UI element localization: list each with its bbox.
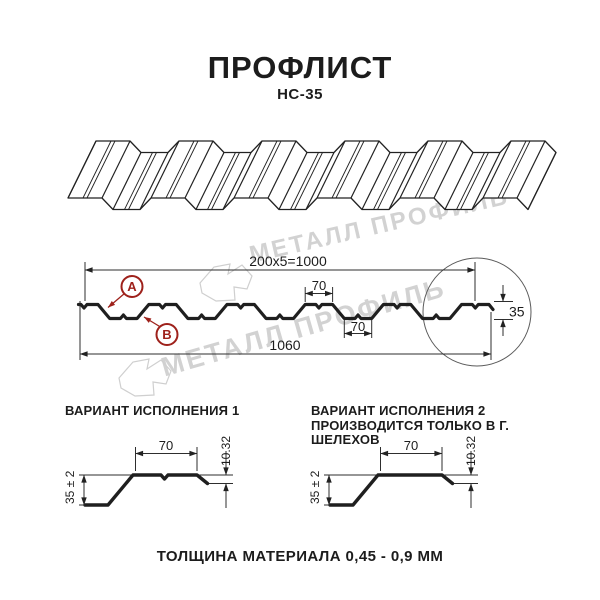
dim-rib-bottom bbox=[343, 320, 373, 338]
variant-1-dim-top-label: 70 bbox=[159, 438, 173, 453]
variant-1-dims bbox=[79, 447, 233, 508]
variant-2-heading: ВАРИАНТ ИСПОЛНЕНИЯ 2 ПРОИЗВОДИТСЯ ТОЛЬКО… bbox=[311, 403, 561, 448]
metall-profil-logo-watermark bbox=[118, 358, 172, 397]
variant-2-drawing: 70 10.32 35 ± 2 bbox=[308, 436, 478, 508]
dim-total-width-label: 1060 bbox=[269, 337, 300, 353]
callout-b-circle bbox=[155, 323, 179, 346]
dim-useful-width bbox=[84, 262, 476, 301]
dim-useful-width-label: 200x5=1000 bbox=[249, 253, 327, 269]
detail-zoom-circle bbox=[422, 257, 532, 367]
variant-2-heading-line2: ПРОИЗВОДИТСЯ ТОЛЬКО В Г. ШЕЛЕХОВ bbox=[311, 417, 510, 447]
profile-code: НС-35 bbox=[277, 86, 323, 103]
variant-2-heading-line1: ВАРИАНТ ИСПОЛНЕНИЯ 2 bbox=[311, 403, 486, 418]
callout-a-label: А bbox=[127, 279, 137, 294]
variant-2-dim-top-label: 70 bbox=[404, 438, 418, 453]
variant-1-heading: ВАРИАНТ ИСПОЛНЕНИЯ 1 bbox=[65, 403, 240, 418]
profile-3d-view bbox=[67, 140, 557, 211]
cross-section-drawing: 200x5=1000 1060 70 70 bbox=[76, 253, 532, 367]
dim-rib-top bbox=[304, 287, 334, 302]
dim-height-label: 35 bbox=[509, 304, 525, 320]
variant-2-profile-line bbox=[328, 473, 455, 507]
page-title: ПРОФЛИСТ bbox=[207, 50, 393, 85]
variant-1-drawing: 70 10.32 35 ± 2 bbox=[63, 436, 233, 508]
callout-a-circle bbox=[120, 275, 144, 298]
dim-rib-top-label: 70 bbox=[312, 278, 326, 293]
dim-rib-bottom-label: 70 bbox=[351, 319, 365, 334]
variant-1-profile-line bbox=[83, 473, 210, 507]
callout-b-label: В bbox=[162, 327, 171, 342]
variant-1-dim-lip-label: 10.32 bbox=[219, 436, 233, 466]
variant-2-dims bbox=[324, 447, 478, 508]
callout-a: А bbox=[107, 275, 144, 308]
variant-1-dim-height-label: 35 ± 2 bbox=[63, 470, 77, 504]
variant-2-dim-lip-label: 10.32 bbox=[464, 436, 478, 466]
dim-total-width bbox=[79, 301, 492, 360]
callout-b: В bbox=[143, 316, 179, 346]
material-thickness-note: ТОЛЩИНА МАТЕРИАЛА 0,45 - 0,9 ММ bbox=[156, 548, 444, 565]
cross-section-profile-line bbox=[76, 302, 495, 321]
variant-2-dim-height-label: 35 ± 2 bbox=[308, 470, 322, 504]
dim-height bbox=[494, 285, 513, 336]
